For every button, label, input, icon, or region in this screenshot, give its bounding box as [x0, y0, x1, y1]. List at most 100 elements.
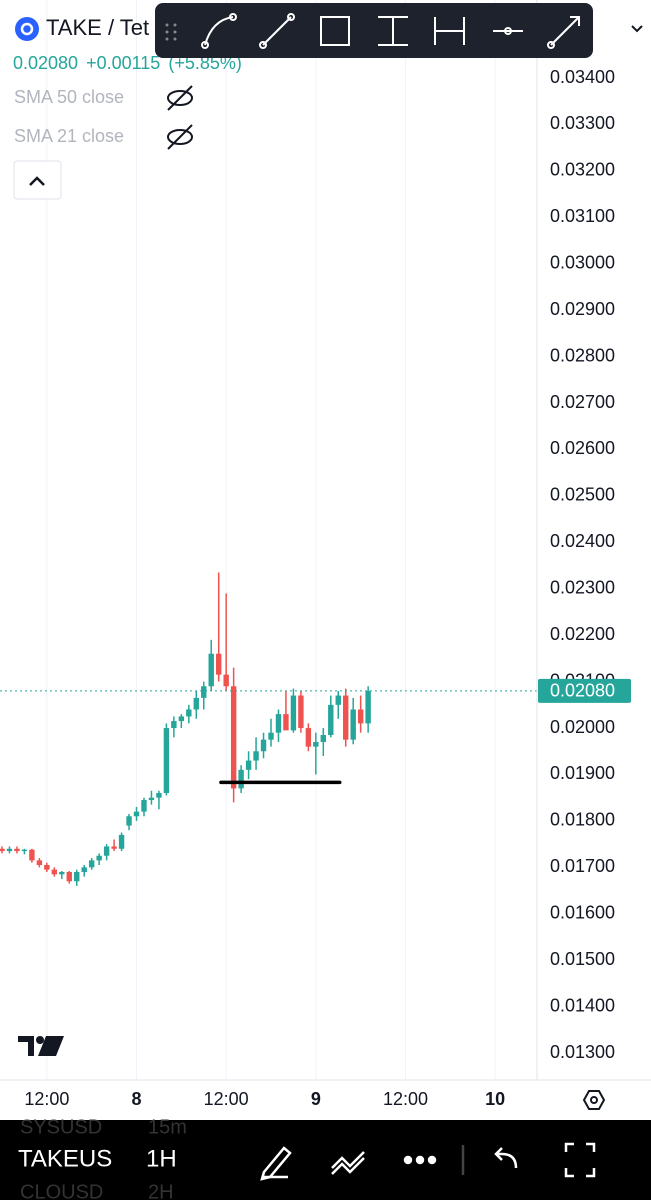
candle-body: [103, 846, 110, 856]
candle-body: [208, 653, 214, 687]
x-tick-label: 10: [485, 1089, 505, 1109]
candle-body: [245, 760, 252, 770]
candle-body: [290, 695, 297, 731]
candle-body: [111, 846, 117, 849]
interval-selector[interactable]: 1H: [146, 1145, 177, 1172]
x-tick-label: 9: [311, 1089, 321, 1109]
last-price: 0.02080: [13, 53, 78, 73]
candle-body: [223, 674, 229, 687]
y-tick-label: 0.01800: [550, 810, 615, 830]
candle-body: [14, 848, 20, 852]
y-tick-label: 0.02800: [550, 345, 615, 365]
y-tick-label: 0.01700: [550, 856, 615, 876]
x-tick-label: 8: [132, 1089, 142, 1109]
dropdown-icon[interactable]: [631, 25, 643, 33]
candle-body: [156, 793, 162, 798]
candle-body: [66, 871, 72, 882]
last-price-box: [538, 678, 631, 703]
candle-body: [29, 849, 35, 861]
candle-body: [365, 690, 371, 724]
y-tick-label: 0.03200: [550, 160, 615, 180]
last-price-label: 0.02080: [550, 681, 615, 701]
candle-body: [74, 871, 80, 882]
y-tick-label: 0.02400: [550, 531, 615, 551]
candle-body: [350, 709, 356, 740]
y-tick-label: 0.03100: [550, 206, 615, 226]
candle-body: [305, 728, 312, 747]
candle-body: [141, 800, 147, 812]
x-tick-label: 12:00: [24, 1089, 69, 1109]
price-change: +0.00115: [86, 53, 160, 73]
candle-body: [126, 816, 132, 826]
candle-body: [44, 865, 50, 870]
ghost-symbol: CLOUSD: [20, 1181, 103, 1200]
candle-body: [81, 867, 87, 872]
y-tick-label: 0.01500: [550, 949, 615, 969]
symbol-selector[interactable]: TAKEUS: [18, 1145, 112, 1172]
candle-body: [36, 860, 43, 866]
candle-body: [51, 869, 58, 875]
candle-body: [283, 714, 289, 731]
bottom-icons[interactable]: [260, 1142, 596, 1181]
candle-body: [328, 704, 334, 736]
candle-body: [0, 848, 5, 852]
ghost-symbol: SYSUSD: [20, 1116, 102, 1138]
candle-body: [216, 653, 222, 675]
candle-body: [230, 686, 237, 789]
y-tick-label: 0.02200: [550, 624, 615, 644]
candle-body: [268, 732, 274, 740]
candle-body: [59, 871, 65, 875]
y-tick-label: 0.02300: [550, 578, 615, 598]
hidden-icons[interactable]: [167, 85, 193, 150]
candle-body: [178, 716, 185, 722]
x-tick-label: 12:00: [204, 1089, 249, 1109]
candle-body: [186, 709, 192, 717]
y-tick-label: 0.02900: [550, 299, 615, 319]
candle-body: [298, 695, 304, 729]
candle-body: [96, 855, 102, 861]
indicator-label[interactable]: SMA 21 close: [14, 126, 124, 146]
candle-body: [133, 811, 140, 817]
y-tick-label: 0.03300: [550, 113, 615, 133]
candle-body: [238, 769, 244, 789]
ghost-interval: 2H: [148, 1181, 174, 1200]
bottom-toolbar: [0, 1120, 651, 1200]
x-tick-label: 12:00: [383, 1089, 428, 1109]
drawing-tools[interactable]: [165, 13, 580, 49]
candle-body: [193, 697, 199, 710]
collapse-icon: [29, 176, 45, 186]
y-tick-label: 0.02600: [550, 438, 615, 458]
candle-body: [320, 735, 327, 742]
y-tick-label: 0.03000: [550, 252, 615, 272]
candle-body: [148, 797, 155, 801]
tradingview-logo[interactable]: [18, 1036, 64, 1056]
candle-body: [357, 709, 364, 724]
y-tick-label: 0.02000: [550, 717, 615, 737]
candle-body: [343, 695, 349, 740]
y-tick-label: 0.01900: [550, 763, 615, 783]
symbol-name[interactable]: TAKE / Tet: [46, 15, 149, 40]
candle-body: [163, 728, 170, 794]
candle-body: [21, 849, 28, 852]
settings-icon-center: [590, 1096, 598, 1104]
candle-body: [253, 751, 259, 761]
symbol-logo-mark: [20, 22, 34, 36]
candle-body: [118, 834, 125, 849]
indicator-label[interactable]: SMA 50 close: [14, 87, 124, 107]
symbol-logo: [15, 17, 39, 41]
y-tick-label: 0.02500: [550, 485, 615, 505]
candle-body: [313, 741, 319, 747]
candle-body: [6, 848, 13, 852]
candle-body: [88, 860, 95, 868]
tradingview-logo-dot: [36, 1036, 44, 1044]
candle-body: [201, 686, 207, 698]
candle-body: [335, 695, 341, 705]
y-tick-label: 0.01300: [550, 1042, 615, 1062]
candle-body: [260, 739, 267, 752]
y-tick-label: 0.01600: [550, 903, 615, 923]
y-tick-label: 0.01400: [550, 995, 615, 1015]
settings-icon[interactable]: [582, 1090, 606, 1110]
